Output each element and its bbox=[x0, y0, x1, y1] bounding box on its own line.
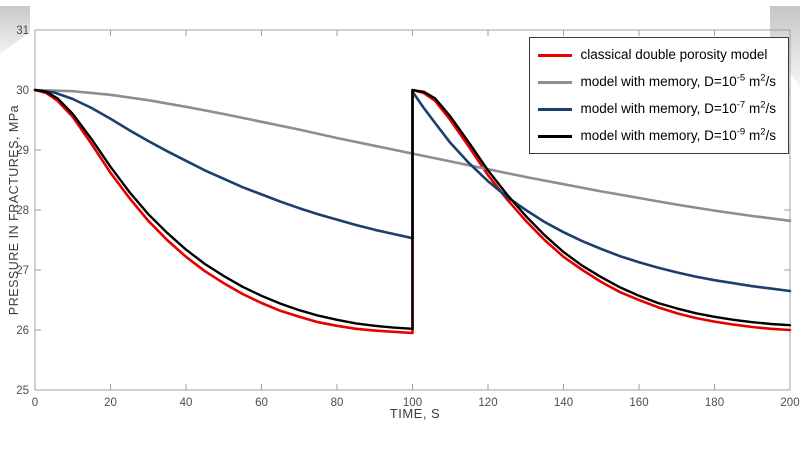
x-axis-label: TIME, S bbox=[389, 406, 441, 421]
legend-item-3: model with memory, D=10-9 m2/s bbox=[537, 125, 776, 147]
legend-item-0: classical double porosity model bbox=[537, 44, 776, 66]
y-axis-label: PRESSURE IN FRACTURES, MPa bbox=[7, 104, 21, 316]
legend-line-sample bbox=[537, 53, 572, 57]
x-tick-label: 200 bbox=[780, 397, 799, 409]
legend-item-2: model with memory, D=10-7 m2/s bbox=[537, 98, 776, 120]
y-tick-label: 31 bbox=[16, 25, 29, 37]
x-tick-label: 80 bbox=[331, 397, 344, 409]
legend-label: classical double porosity model bbox=[580, 47, 768, 63]
x-tick-label: 120 bbox=[478, 397, 497, 409]
axes: 0 20 40 60 80 100 120 140 160 180 200 25 26 27 28 29 30 3… bbox=[16, 25, 799, 409]
y-tick-label: 28 bbox=[16, 205, 29, 217]
y-tick-label: 29 bbox=[16, 145, 29, 157]
x-tick-label: 100 bbox=[403, 397, 422, 409]
series-line-3 bbox=[33, 88, 792, 330]
legend-line-sample bbox=[537, 134, 572, 138]
x-tick-label: 60 bbox=[255, 397, 268, 409]
y-tick-label: 25 bbox=[16, 385, 29, 397]
legend-line-sample bbox=[537, 107, 572, 111]
x-tick-label: 180 bbox=[705, 397, 724, 409]
series-group bbox=[33, 88, 792, 335]
x-tick-label: 160 bbox=[629, 397, 648, 409]
legend-label: model with memory, D=10-9 m2/s bbox=[580, 126, 776, 144]
legend-label: model with memory, D=10-5 m2/s bbox=[580, 72, 776, 90]
y-tick-label: 26 bbox=[16, 325, 29, 337]
x-tick-label: 0 bbox=[32, 397, 38, 409]
x-tick-label: 40 bbox=[180, 397, 193, 409]
legend-line-sample bbox=[537, 80, 572, 84]
y-tick-label: 30 bbox=[16, 85, 29, 97]
legend: classical double porosity model model wit… bbox=[528, 37, 789, 154]
legend-item-1: model with memory, D=10-5 m2/s bbox=[537, 71, 776, 93]
legend-label: model with memory, D=10-7 m2/s bbox=[580, 99, 776, 117]
x-tick-label: 20 bbox=[104, 397, 117, 409]
x-tick-label: 140 bbox=[554, 397, 573, 409]
y-tick-label: 27 bbox=[16, 265, 29, 277]
